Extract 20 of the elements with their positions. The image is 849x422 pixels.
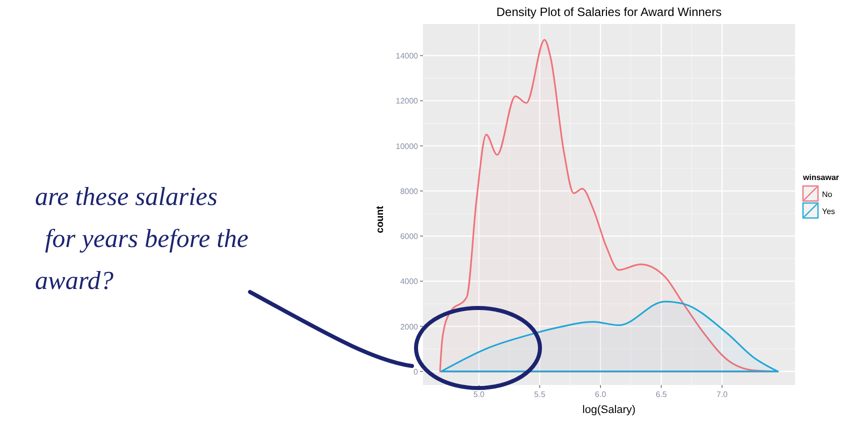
x-tick-label: 5.0 <box>473 390 486 399</box>
y-tick-label: 10000 <box>396 142 419 151</box>
chart-title: Density Plot of Salaries for Award Winners <box>496 5 722 19</box>
text: are these salaries for years before the award? <box>35 182 248 295</box>
y-tick-label: 14000 <box>396 52 419 61</box>
y-tick-label: 8000 <box>400 186 419 196</box>
x-axis-title: log(Salary) <box>582 404 636 416</box>
y-tick-label: 12000 <box>396 96 419 106</box>
legend-label: Yes <box>822 207 836 216</box>
y-tick-label: 0 <box>414 367 419 376</box>
legend-title: winsawar <box>802 173 840 182</box>
x-tick-label: 6.0 <box>594 390 607 399</box>
x-tick-label: 5.5 <box>534 390 546 399</box>
x-tick-label: 6.5 <box>656 390 668 399</box>
y-tick-label: 4000 <box>400 277 419 286</box>
legend-label: No <box>822 190 833 199</box>
y-tick-label: 6000 <box>400 232 419 242</box>
y-axis-title: count <box>375 205 386 234</box>
x-tick-label: 7.0 <box>716 390 728 399</box>
y-tick-label: 2000 <box>400 322 419 332</box>
